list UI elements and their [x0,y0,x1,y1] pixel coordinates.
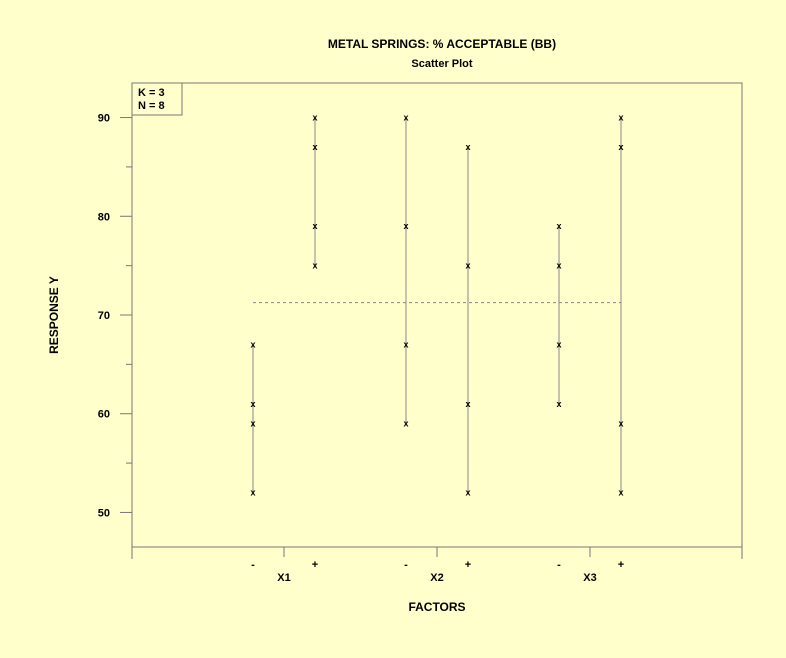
x-factor-label: X3 [583,572,596,584]
y-tick-label: 60 [98,409,110,421]
data-point: x [618,142,623,152]
data-point: x [312,261,317,271]
data-point: x [556,261,561,271]
data-point: x [312,113,317,123]
x-level-label: - [557,559,561,571]
data-point: x [403,419,408,429]
chart-subtitle: Scatter Plot [411,58,472,70]
x-level-label: - [251,559,255,571]
data-point: x [250,399,255,409]
data-point: x [403,113,408,123]
y-tick-label: 70 [98,310,110,322]
plot-frame [131,82,743,548]
data-point: x [403,340,408,350]
info-box [131,82,183,116]
data-point: x [465,488,470,498]
data-point: x [312,142,317,152]
y-axis-label: RESPONSE Y [47,276,61,354]
plot-layer: 5060708090X1-xxxx+xxxxX2-xxxx+xxxxX3-xxx… [98,113,743,584]
data-point: x [618,419,623,429]
data-point: x [465,142,470,152]
data-point: x [618,488,623,498]
x-level-label: - [404,559,408,571]
info-box-n: N = 8 [138,100,165,112]
x-level-label: + [465,559,471,571]
y-tick-label: 90 [98,113,110,125]
data-point: x [465,261,470,271]
y-tick-label: 50 [98,507,110,519]
data-point: x [250,488,255,498]
x-axis-label: FACTORS [408,600,465,614]
data-point: x [556,399,561,409]
x-level-label: + [312,559,318,571]
x-factor-label: X2 [430,572,443,584]
data-point: x [556,221,561,231]
data-point: x [403,221,408,231]
data-point: x [618,113,623,123]
data-point: x [250,419,255,429]
x-factor-label: X1 [277,572,290,584]
chart-title: METAL SPRINGS: % ACCEPTABLE (BB) [328,37,556,51]
info-box-k: K = 3 [138,87,165,99]
data-point: x [312,221,317,231]
x-level-label: + [618,559,624,571]
data-point: x [556,340,561,350]
data-point: x [250,340,255,350]
data-point: x [465,399,470,409]
y-tick-label: 80 [98,211,110,223]
